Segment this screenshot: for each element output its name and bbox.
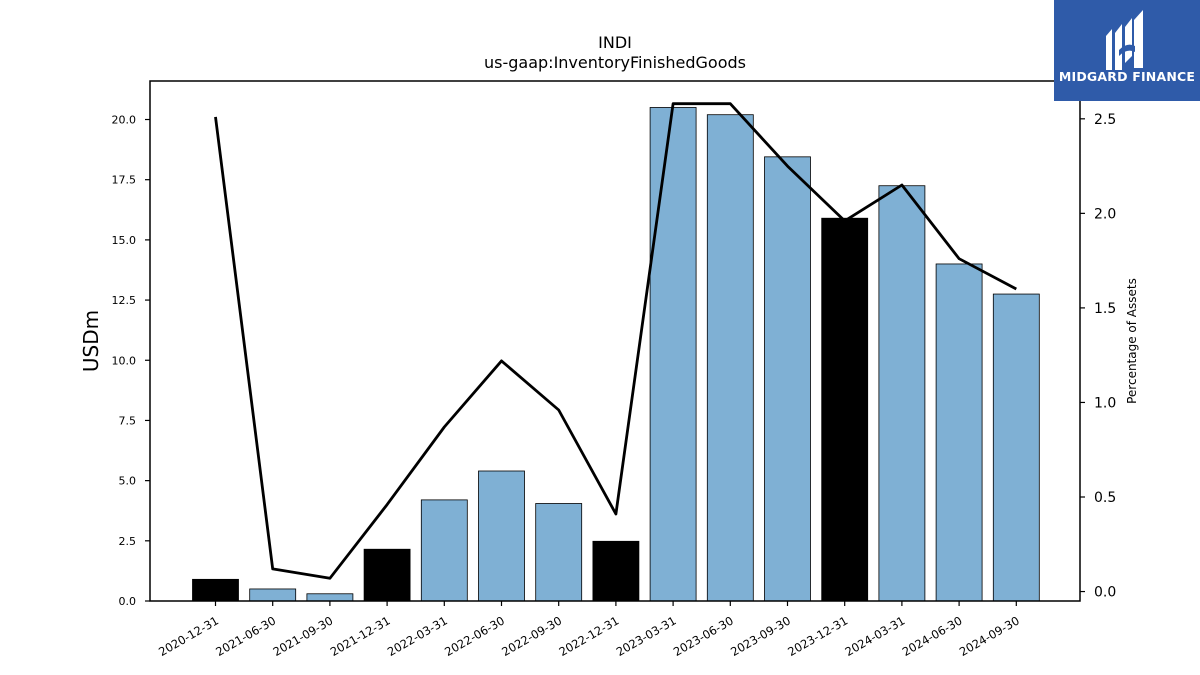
y-tick-label: 17.5 [112, 174, 137, 187]
bar [935, 263, 983, 602]
x-tick-label: 2024-06-30 [900, 613, 965, 659]
x-tick-label: 2021-06-30 [213, 613, 278, 659]
y2-tick-label: 1.0 [1094, 395, 1116, 411]
y2-tick-label: 2.5 [1094, 112, 1116, 128]
bar [306, 593, 354, 602]
bar [764, 156, 811, 602]
bar [363, 548, 411, 602]
bar [821, 217, 869, 602]
x-tick-label: 2023-03-31 [614, 613, 679, 659]
x-tick-label: 2023-12-31 [785, 613, 850, 659]
y2-tick-label: 0.5 [1094, 490, 1116, 506]
x-tick-label: 2021-12-31 [328, 613, 393, 659]
midgard-finance-logo: MIDGARD FINANCE [1054, 0, 1200, 101]
bar [592, 540, 640, 602]
bar [535, 503, 583, 602]
bar [992, 293, 1040, 602]
x-tick-label: 2021-09-30 [271, 613, 336, 659]
bar [649, 107, 697, 602]
x-tick-label: 2024-09-30 [957, 613, 1022, 659]
x-tick-label: 2022-12-31 [557, 613, 622, 659]
y-tick-label: 15.0 [112, 234, 137, 247]
bar [878, 185, 926, 602]
y2-axis-label: Percentage of Assets [1125, 278, 1139, 404]
y-tick-label: 2.5 [119, 535, 137, 548]
y-axis-label: USDm [79, 310, 103, 372]
plot-frame [149, 80, 1081, 602]
y2-tick-label: 0.0 [1094, 585, 1116, 601]
x-tick-label: 2022-06-30 [442, 613, 507, 659]
y-tick-label: 7.5 [119, 414, 137, 427]
bar [192, 578, 239, 602]
x-tick-label: 2020-12-31 [156, 613, 221, 659]
y2-tick-label: 1.5 [1094, 301, 1116, 317]
bar [706, 114, 754, 602]
x-tick-label: 2022-09-30 [499, 613, 564, 659]
chart-title: INDI [598, 33, 632, 52]
bar [249, 588, 297, 602]
logo-text: MIDGARD FINANCE [1058, 69, 1196, 84]
y-tick-label: 12.5 [112, 294, 137, 307]
chart-subtitle: us-gaap:InventoryFinishedGoods [484, 53, 746, 72]
y-tick-label: 0.0 [119, 595, 137, 608]
y-tick-label: 10.0 [112, 354, 137, 367]
percentage-line [214, 102, 1017, 580]
x-tick-label: 2022-03-31 [385, 613, 450, 659]
x-tick-label: 2023-09-30 [728, 613, 793, 659]
x-tick-label: 2024-03-31 [843, 613, 908, 659]
logo-mark-icon [1106, 10, 1143, 70]
x-tick-label: 2023-06-30 [671, 613, 736, 659]
y-tick-label: 20.0 [112, 114, 137, 127]
y2-tick-label: 2.0 [1094, 206, 1116, 222]
bar [420, 499, 468, 602]
y-tick-label: 5.0 [119, 475, 137, 488]
bar [478, 470, 525, 602]
